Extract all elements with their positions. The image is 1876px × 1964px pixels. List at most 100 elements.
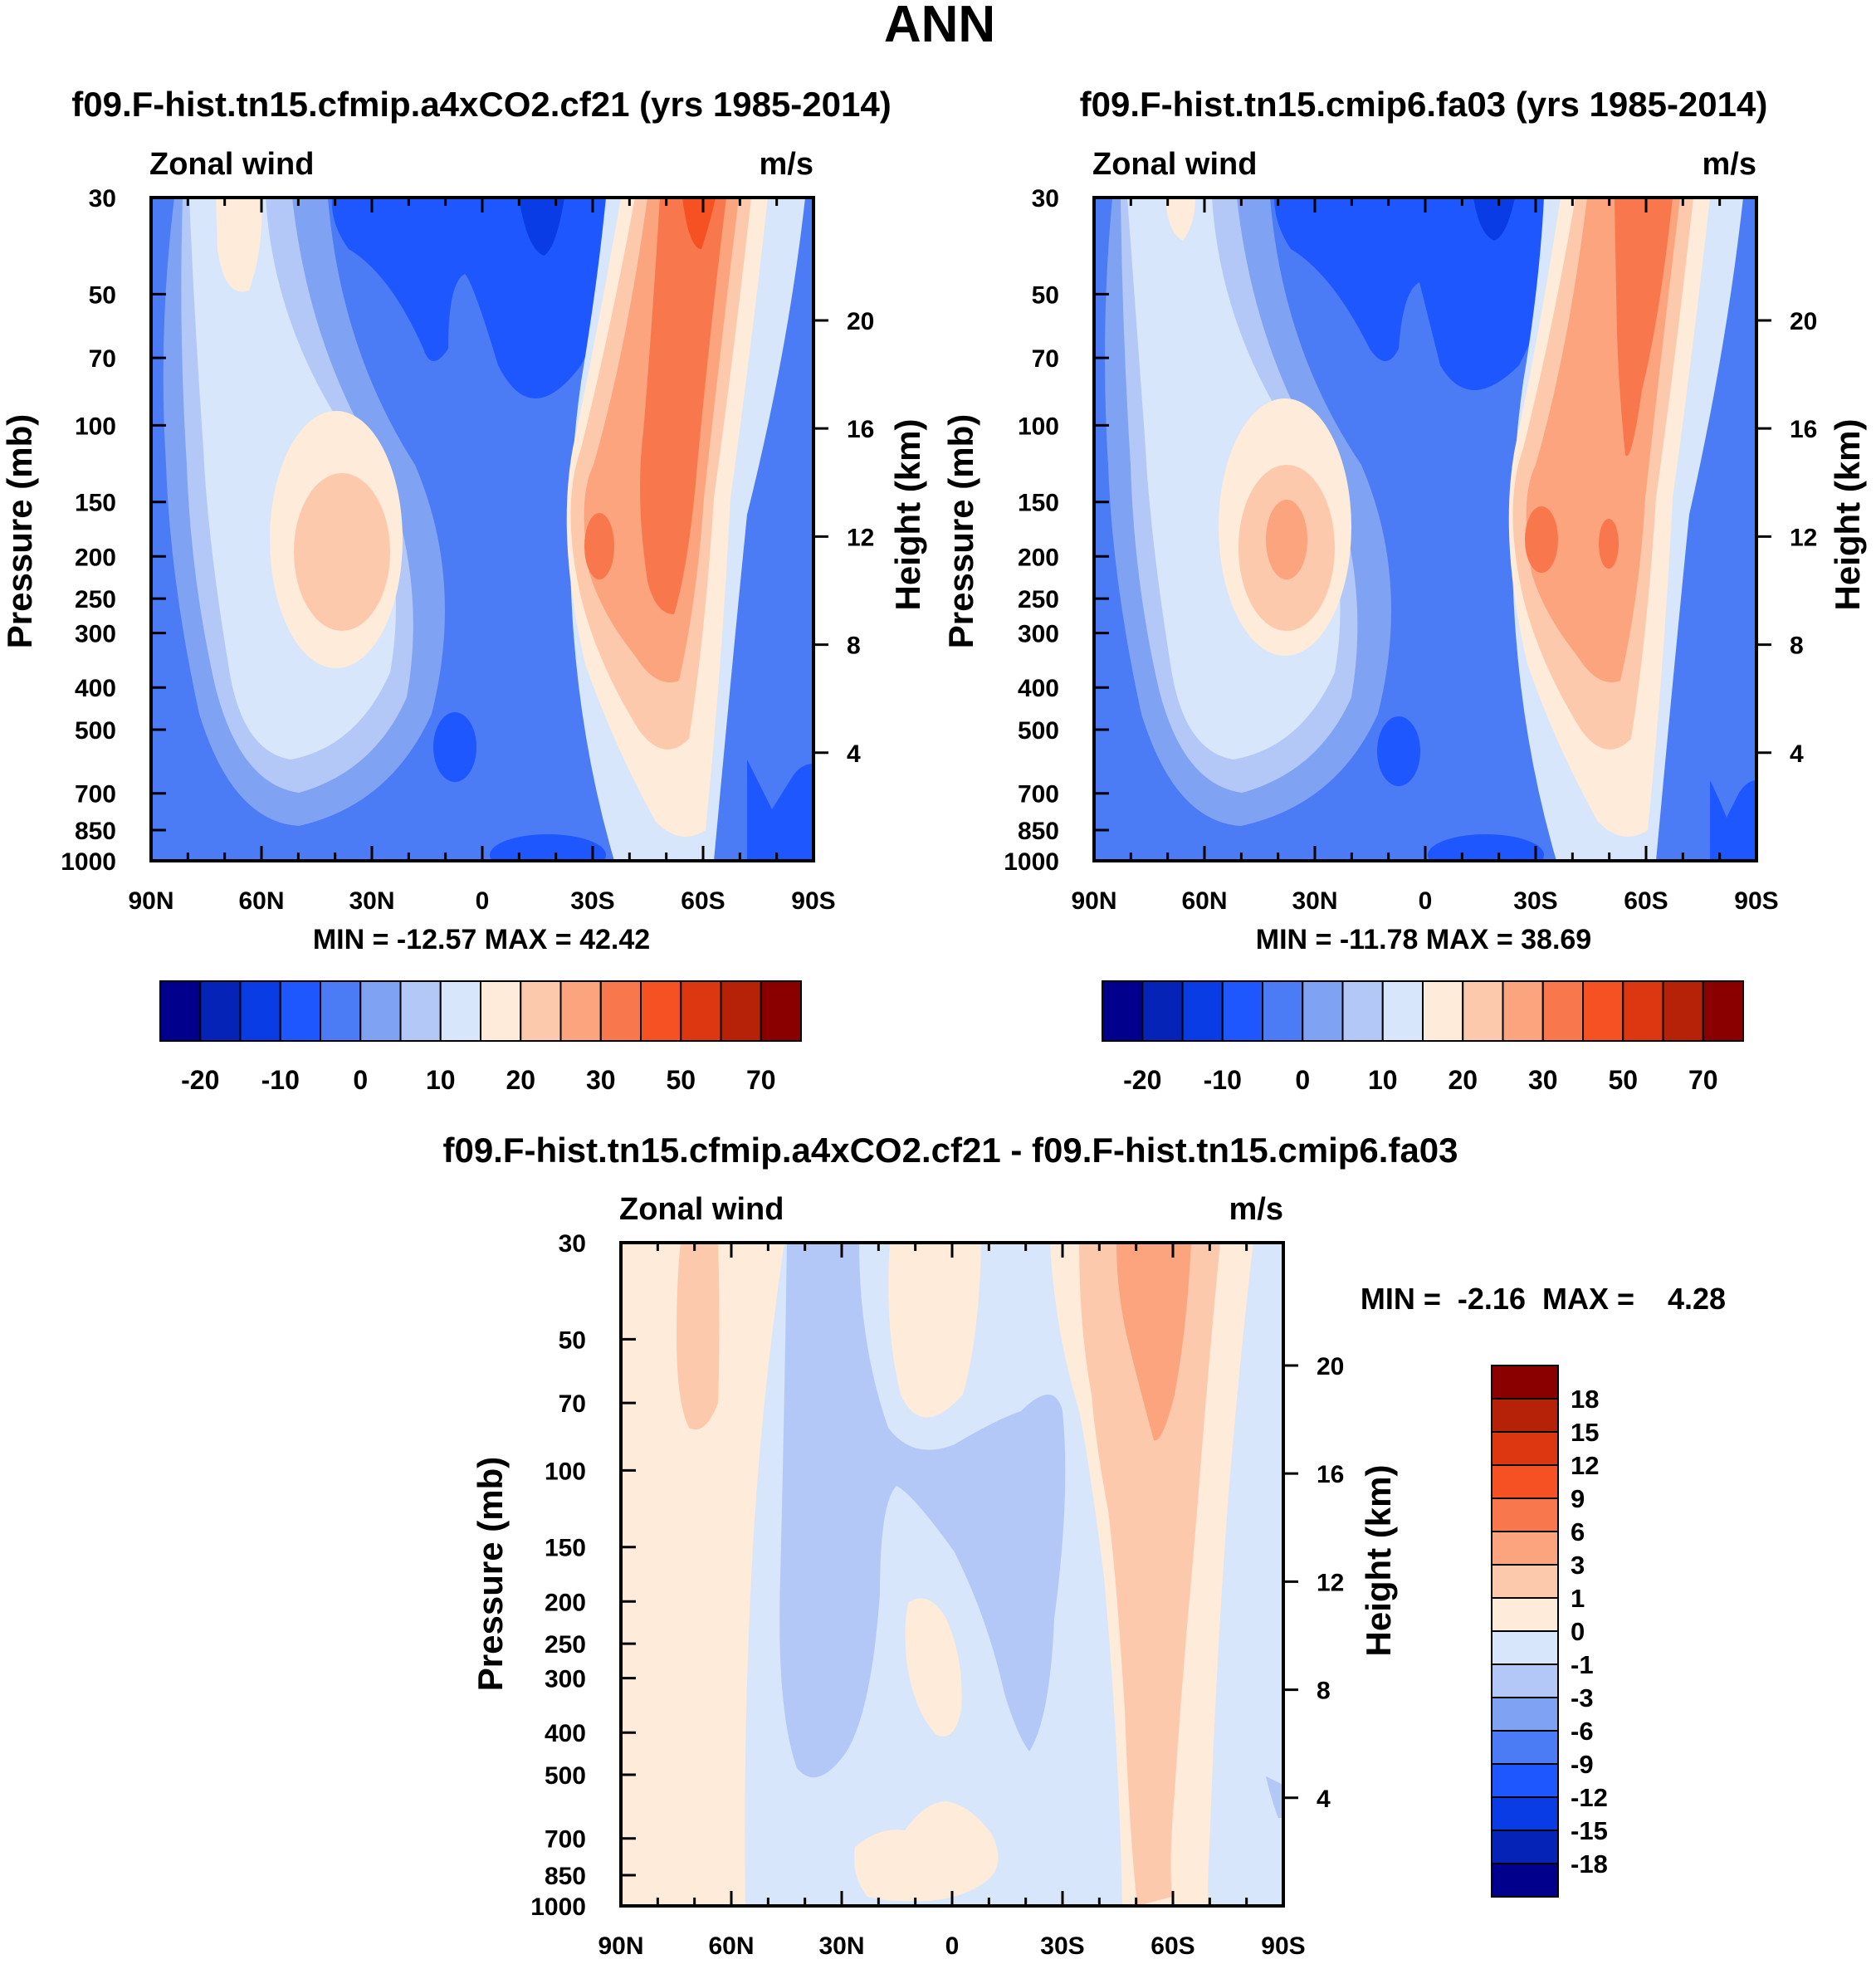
y-tick-label: 500 [545, 1762, 586, 1790]
colorbar-swatch [1422, 980, 1464, 1042]
colorbar-swatch [1491, 1863, 1559, 1898]
colorbar-label: 50 [1608, 1065, 1638, 1095]
colorbar-swatch [720, 980, 762, 1042]
colorbar-swatch [1181, 980, 1224, 1042]
contour-south-jet-4 [1615, 198, 1673, 457]
x-tick-label: 30N [349, 887, 394, 915]
y-axis-right-title: Height (km) [1828, 419, 1867, 611]
colorbar-swatch [199, 980, 242, 1042]
x-tick-label: 0 [1419, 887, 1433, 915]
colorbar-swatch [1491, 1365, 1559, 1400]
y-tick-label: 400 [75, 675, 116, 702]
y-tick-label: 70 [559, 1390, 586, 1418]
y-tick-label: 50 [1032, 281, 1059, 309]
colorbar-label: 9 [1571, 1484, 1585, 1513]
height-tick-label: 12 [847, 524, 874, 551]
contour-field [621, 1243, 1283, 1906]
contour-south-pos-1 [1079, 1243, 1220, 1906]
colorbar-label: 0 [353, 1065, 368, 1095]
contour-jet-core [1525, 506, 1558, 573]
colorbar-swatch [1341, 980, 1384, 1042]
colorbar-swatch [1381, 980, 1424, 1042]
colorbar-swatch [1491, 1730, 1559, 1765]
colorbar: -20 -10 0 10 20 30 50 70 [1102, 980, 1744, 1095]
colorbar-label: 1 [1571, 1584, 1585, 1613]
y-tick-label: 1000 [1004, 848, 1059, 876]
contour-mid-pos-3 [854, 1801, 999, 1902]
colorbar-label: 3 [1571, 1551, 1585, 1580]
height-tick-label: 12 [1790, 524, 1817, 551]
x-tick-label: 90N [128, 887, 173, 915]
height-tick-label: 20 [847, 308, 874, 335]
colorbar-swatch [1491, 1464, 1559, 1499]
contour-deep-blue-top [1274, 198, 1577, 390]
contour-field [151, 198, 813, 861]
colorbar-label: 30 [586, 1065, 616, 1095]
y-axis-right-title: Height (km) [888, 419, 927, 611]
x-tick-label: 60S [1624, 887, 1668, 915]
colorbar-swatch [320, 980, 362, 1042]
x-tick-label: 90N [598, 1932, 643, 1960]
colorbar-label: -18 [1571, 1849, 1608, 1879]
colorbar-label: 18 [1571, 1385, 1599, 1414]
height-tick-label: 4 [1790, 740, 1804, 768]
y-axis-title: Pressure (mb) [0, 414, 39, 648]
height-tick-label: 12 [1317, 1569, 1344, 1596]
y-tick-label: 1000 [61, 848, 116, 876]
colorbar-swatch [239, 980, 281, 1042]
left-string: Zonal wind [149, 147, 314, 182]
y-tick-label: 200 [545, 1589, 586, 1616]
y-tick-label: 700 [1018, 781, 1059, 809]
x-tick-label: 0 [945, 1932, 960, 1960]
colorbar-swatch [1662, 980, 1704, 1042]
y-tick-label: 30 [559, 1230, 586, 1258]
x-tick-label: 60S [681, 887, 725, 915]
y-tick-label: 400 [1018, 675, 1059, 702]
y-tick-label: 1000 [530, 1893, 586, 1921]
y-tick-label: 500 [75, 717, 116, 745]
colorbar-swatch [439, 980, 481, 1042]
colorbar-swatch [1491, 1497, 1559, 1532]
min-max-stats: MIN = -2.16 MAX = 4.28 [1361, 1282, 1726, 1316]
colorbar-label: 20 [506, 1065, 535, 1095]
x-tick-label: 30S [570, 887, 614, 915]
height-tick-label: 20 [1317, 1353, 1344, 1380]
contour-polar-neg [1266, 1776, 1283, 1818]
colorbar-label: 10 [426, 1065, 456, 1095]
contour-east-positive [1165, 198, 1195, 241]
min-max-stats: MIN = -12.57 MAX = 42.42 [313, 924, 650, 955]
contour-jet-core [584, 513, 614, 579]
colorbar-label: 30 [1528, 1065, 1558, 1095]
colorbar-swatch [1302, 980, 1344, 1042]
colorbar-swatch [1491, 1664, 1559, 1698]
y-tick-label: 30 [89, 185, 116, 213]
height-tick-label: 16 [1317, 1461, 1344, 1488]
colorbar-label: -10 [261, 1065, 300, 1095]
contour-south-jet-4 [640, 198, 726, 614]
y-tick-label: 200 [75, 544, 116, 571]
colorbar-label: -9 [1571, 1750, 1594, 1779]
colorbar-swatch [1702, 980, 1744, 1042]
y-tick-label: 70 [89, 345, 116, 373]
colorbar-label: 0 [1295, 1065, 1310, 1095]
colorbar-swatch [1491, 1597, 1559, 1632]
colorbar-label: 70 [746, 1065, 776, 1095]
left-string: Zonal wind [619, 1192, 784, 1227]
panel-title: f09.F-hist.tn15.cfmip.a4xCO2.cf21 - f09.… [442, 1131, 1458, 1170]
colorbar-swatch [1262, 980, 1304, 1042]
contour-jet-north-inner [294, 473, 390, 631]
y-tick-label: 300 [1018, 621, 1059, 648]
height-tick-label: 8 [847, 633, 861, 660]
colorbar-swatch [1541, 980, 1584, 1042]
panel-diff: f09.F-hist.tn15.cfmip.a4xCO2.cf21 - f09.… [442, 1131, 1726, 1960]
height-tick-label: 4 [1317, 1786, 1331, 1813]
y-tick-label: 700 [75, 781, 116, 809]
colorbar-swatch [480, 980, 522, 1042]
contour-polar-blue [1710, 780, 1756, 861]
y-tick-label: 30 [1032, 185, 1059, 213]
colorbar-label: 0 [1571, 1617, 1585, 1646]
colorbar-swatch [399, 980, 442, 1042]
colorbar-swatch [1491, 1398, 1559, 1433]
colorbar-swatch [1491, 1796, 1559, 1831]
right-string: m/s [1703, 147, 1756, 182]
